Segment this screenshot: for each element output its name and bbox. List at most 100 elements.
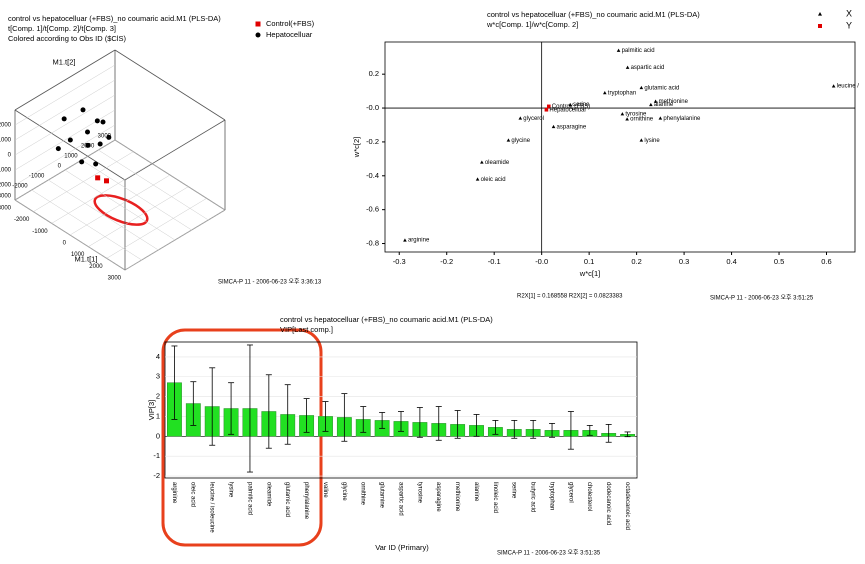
point-label: alanine [654,102,674,108]
x-tick-label: 3000 [108,276,122,282]
x-tick-label: 0 [63,241,67,247]
point-label: lysine [644,138,660,144]
x-tick-label: methionine [454,482,460,512]
grid-line [14,199,126,271]
point [653,99,658,103]
error-bar [511,420,518,439]
error-bar [379,412,386,429]
error-bar [284,384,291,445]
y-axis-label: VIP[3] [147,400,156,420]
legend-marker [255,32,261,38]
error-bar [586,424,593,436]
error-bar [228,382,235,435]
y-tick-label: -1000 [29,174,45,180]
y-tick-label: -2 [153,471,160,480]
x-tick-label: valine [322,482,328,498]
grid-line [14,79,116,141]
point [546,104,551,109]
error-bar [209,367,216,446]
legend-marker [255,21,261,27]
y-axis-label: w*c[2] [352,137,361,158]
x-tick-label: phenylalanine [303,482,309,520]
x-tick-label: dodecanoic acid [605,482,611,525]
point [625,65,630,69]
x-tick-label: 0.6 [821,257,831,266]
point [67,137,73,143]
point-label: glutamic acid [644,85,679,91]
point [85,142,91,148]
cube-edge [114,49,226,121]
error-bar [549,423,556,438]
point-label: serine [573,102,590,108]
x-axis-label: Var ID (Primary) [375,543,429,552]
x-tick-label: oleic acid [190,482,196,507]
x-tick-label: 0.2 [631,257,641,266]
x-tick-label: 0.4 [726,257,736,266]
y-tick-label: -1 [153,451,160,460]
point [639,138,644,142]
x-tick-label: 0.3 [679,257,689,266]
error-bar [341,393,348,442]
point [85,129,90,135]
x-tick-label: 0.1 [584,257,594,266]
y-tick-label: 0 [58,164,62,170]
legend-label: Control(+FBS) [266,19,315,28]
x-tick-label: 2000 [89,264,103,270]
y-tick-label: -0.6 [366,205,379,214]
point-label: Hepatocelluar [549,107,586,113]
chart-subtitle: w*c[Comp. 1]/w*c[Comp. 2] [486,20,578,29]
point [649,102,653,107]
error-bar [492,420,499,435]
point [639,85,644,90]
x-tick-label: lysine [228,482,234,498]
point [518,116,523,120]
cube-edge [14,109,126,181]
error-bar [416,407,423,438]
legend-marker [818,24,822,28]
x-tick-label: 1000 [71,252,85,258]
x-tick-label: tyrosine [416,482,422,504]
point [568,102,572,107]
point [831,84,836,88]
x-tick-label: leucine / isoleucine [209,482,215,533]
x-tick-label: aspartic acid [397,482,403,516]
z-tick-label: -1000 [0,168,12,174]
point [603,91,607,95]
point-label: oleic acid [481,177,506,183]
plot-frame [384,41,856,253]
point [616,48,621,52]
x-tick-label: linoleic acid [492,482,498,513]
point [544,107,549,112]
y-tick-label: 1000 [64,154,78,160]
grid-line [48,179,159,251]
point [403,238,407,242]
cube-edge [124,119,226,181]
point [480,160,484,164]
stats-text: R2X[1] = 0.168558 R2X[2] = 0.0823383 [517,294,623,300]
point-label: arginine [408,238,430,244]
error-bar [567,411,574,450]
grid-line [81,159,192,231]
legend-label: Hepatocelluar [266,30,313,39]
error-bar [435,406,442,441]
grid-line [14,94,116,156]
x-tick-label: asparagine [435,482,441,512]
point [80,107,86,113]
point [79,159,85,165]
point-label: phenylalanine [663,116,701,122]
error-bar [473,414,480,437]
y-tick-label: 0 [156,431,160,440]
point [104,178,109,184]
x-tick-label: serine [511,482,517,499]
x-tick-label: glycerol [567,482,573,503]
grid-line [114,139,226,211]
z-tick-label: 0 [8,153,12,159]
y-tick-label: -0.8 [366,239,379,248]
point-label: asparagine [557,124,587,130]
x-tick-label: ornithine [360,482,366,506]
chart-footer: SIMCA-P 11 - 2006-06-23 오후 3:51:25 [710,294,814,302]
x-tick-label: palmitic acid [246,482,252,515]
point-label: tryptophan [608,90,636,96]
chart-subtitle: VIP[Last comp.] [280,325,333,334]
